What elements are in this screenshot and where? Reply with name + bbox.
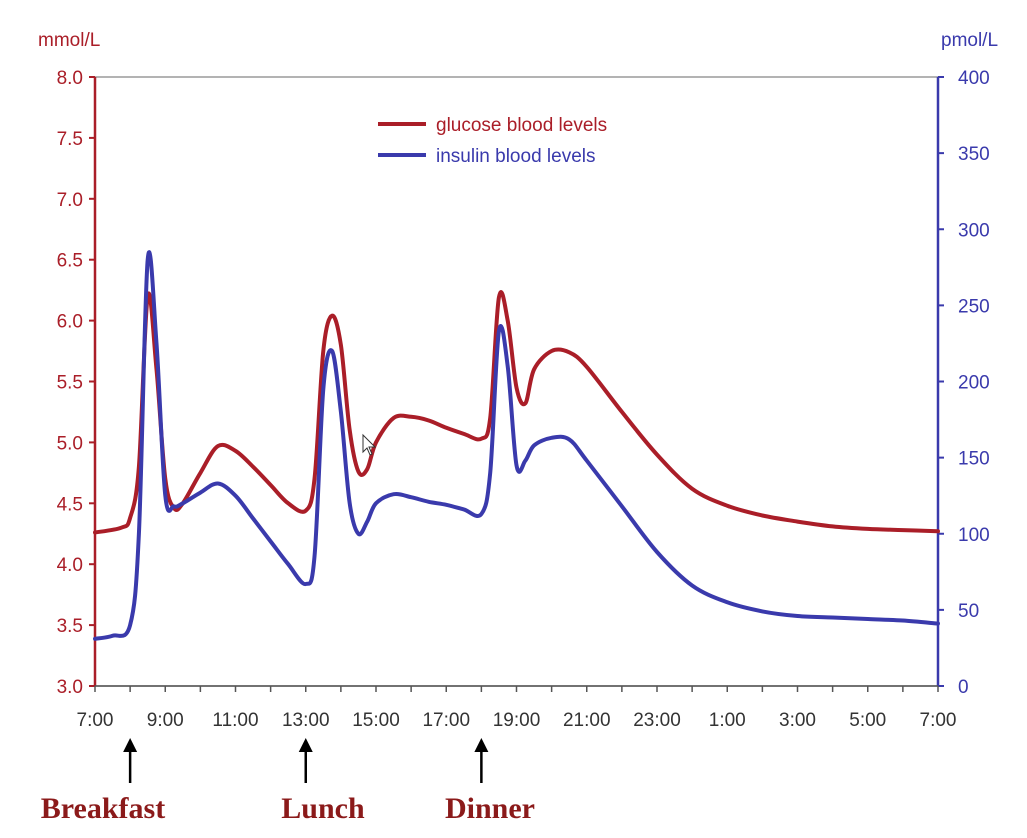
left-tick-label: 3.0 bbox=[57, 677, 83, 698]
right-axis-unit: pmol/L bbox=[941, 30, 998, 51]
x-tick-label: 1:00 bbox=[709, 710, 746, 731]
right-tick-label: 100 bbox=[958, 525, 990, 546]
x-tick-label: 5:00 bbox=[849, 710, 886, 731]
left-tick-label: 5.0 bbox=[57, 433, 83, 454]
right-tick-label: 400 bbox=[958, 68, 990, 89]
left-tick-label: 6.5 bbox=[57, 251, 83, 272]
left-tick-label: 3.5 bbox=[57, 616, 83, 637]
x-tick-label: 19:00 bbox=[493, 710, 541, 731]
x-tick-label: 3:00 bbox=[779, 710, 816, 731]
x-tick-label: 7:00 bbox=[920, 710, 957, 731]
legend-label-glucose: glucose blood levels bbox=[436, 115, 607, 136]
right-tick-label: 150 bbox=[958, 449, 990, 470]
meal-label-dinner: Dinner bbox=[445, 792, 535, 825]
right-tick-label: 300 bbox=[958, 220, 990, 241]
x-tick-label: 21:00 bbox=[563, 710, 611, 731]
left-tick-label: 4.0 bbox=[57, 555, 83, 576]
left-tick-label: 7.5 bbox=[57, 129, 83, 150]
x-tick-label: 9:00 bbox=[147, 710, 184, 731]
arrow-up-icon bbox=[298, 738, 313, 752]
x-tick-label: 23:00 bbox=[633, 710, 681, 731]
left-tick-label: 6.0 bbox=[57, 312, 83, 333]
legend-label-insulin: insulin blood levels bbox=[436, 146, 596, 167]
left-tick-label: 4.5 bbox=[57, 494, 83, 515]
left-tick-label: 8.0 bbox=[57, 68, 83, 89]
x-tick-label: 17:00 bbox=[422, 710, 470, 731]
right-axis: pmol/L 0 50 100 150 200 250 300 350 400 bbox=[936, 30, 998, 698]
meal-annotations: Breakfast Lunch Dinner bbox=[41, 738, 535, 825]
left-axis: mmol/L 3.0 3.5 4.0 4.5 5.0 5.5 6.0 6.5 7.0 7.5 8.0 bbox=[38, 30, 100, 698]
right-tick-label: 200 bbox=[958, 373, 990, 394]
meal-label-lunch: Lunch bbox=[281, 792, 365, 825]
x-axis: 7:00 9:00 11:00 13:00 15:00 17:00 19:00 21:00 23… bbox=[77, 685, 957, 731]
cursor-icon bbox=[362, 433, 377, 456]
right-tick-label: 350 bbox=[958, 144, 990, 165]
legend: glucose blood levels insulin blood level… bbox=[378, 115, 607, 167]
arrow-up-icon bbox=[123, 738, 138, 752]
arrow-up-icon bbox=[474, 738, 489, 752]
right-tick-label: 250 bbox=[958, 296, 990, 317]
x-tick-label: 7:00 bbox=[77, 710, 114, 731]
series-line-insulin bbox=[93, 250, 940, 641]
right-tick-label: 50 bbox=[958, 601, 979, 622]
x-tick-label: 11:00 bbox=[212, 710, 258, 731]
x-tick-label: 13:00 bbox=[282, 710, 330, 731]
left-tick-label: 7.0 bbox=[57, 190, 83, 211]
left-tick-label: 5.5 bbox=[57, 373, 83, 394]
right-tick-label: 0 bbox=[958, 677, 969, 698]
x-tick-label: 15:00 bbox=[352, 710, 400, 731]
series-line-glucose bbox=[93, 290, 940, 535]
left-axis-unit: mmol/L bbox=[38, 30, 100, 51]
series-layer bbox=[93, 250, 940, 641]
meal-label-breakfast: Breakfast bbox=[41, 792, 165, 825]
